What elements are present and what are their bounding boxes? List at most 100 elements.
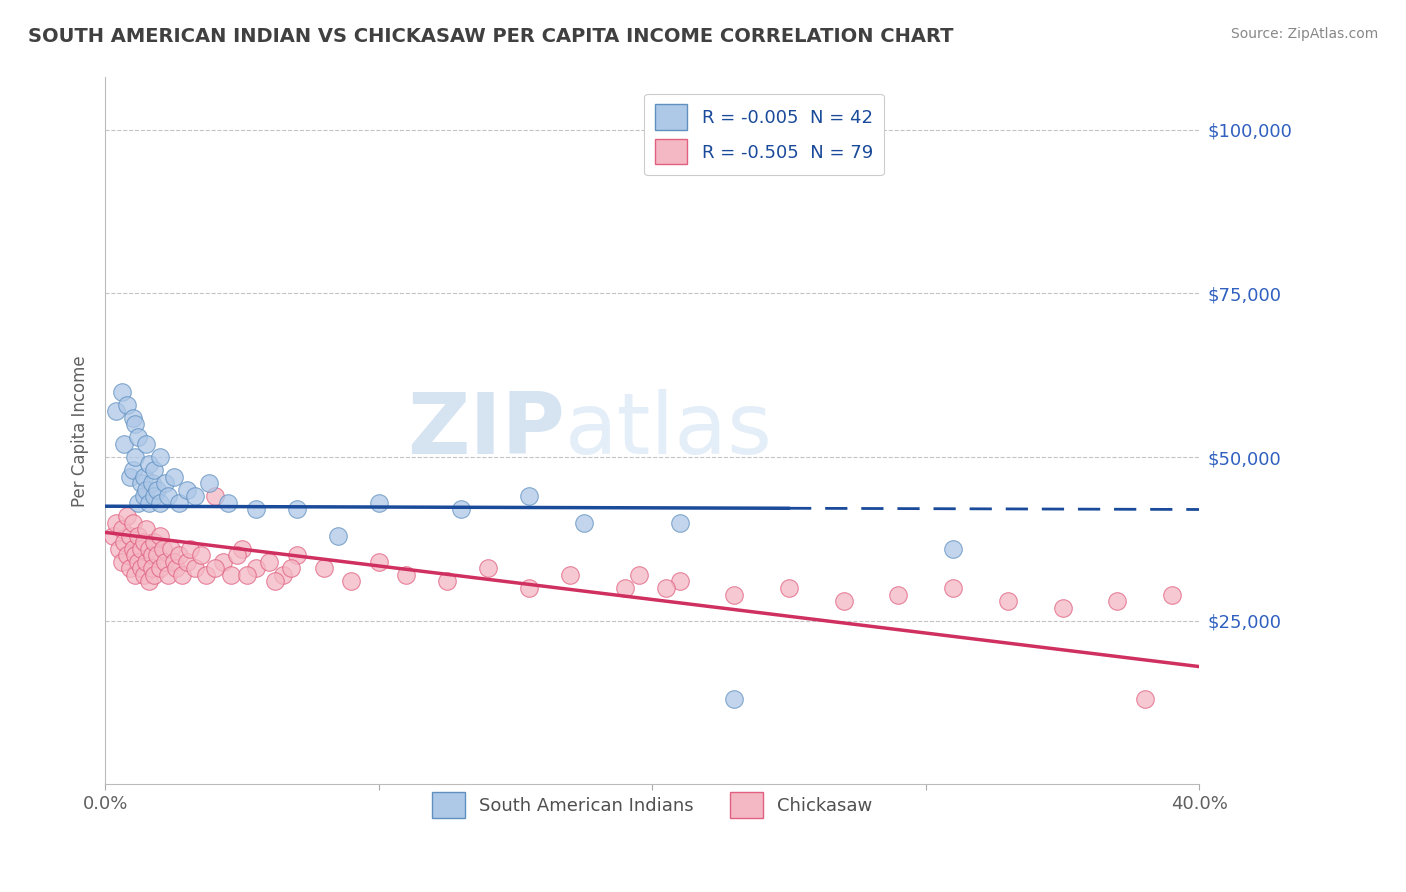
Point [367, 555, 389, 569]
Point [668, 574, 690, 589]
Point [236, 568, 259, 582]
Point [146, 549, 169, 563]
Point [132, 535, 155, 549]
Point [198, 476, 221, 491]
Point [231, 541, 253, 556]
Point [124, 549, 146, 563]
Point [103, 529, 125, 543]
Point [149, 450, 172, 464]
Point [436, 574, 458, 589]
Point [942, 581, 965, 595]
Point [105, 516, 128, 530]
Point [143, 489, 166, 503]
Point [124, 568, 146, 582]
Point [108, 541, 131, 556]
Point [129, 541, 152, 556]
Point [115, 509, 138, 524]
Point [127, 496, 149, 510]
Point [149, 496, 172, 510]
Point [155, 476, 177, 491]
Point [132, 489, 155, 503]
Point [141, 476, 163, 491]
Point [179, 541, 201, 556]
Point [129, 561, 152, 575]
Point [627, 568, 650, 582]
Point [942, 541, 965, 556]
Text: ZIP: ZIP [406, 390, 565, 473]
Point [141, 549, 163, 563]
Point [127, 555, 149, 569]
Point [118, 529, 141, 543]
Point [121, 463, 143, 477]
Point [887, 588, 910, 602]
Point [997, 594, 1019, 608]
Point [162, 555, 184, 569]
Point [141, 561, 163, 575]
Point [723, 692, 745, 706]
Point [138, 457, 160, 471]
Point [165, 561, 187, 575]
Point [477, 561, 499, 575]
Point [112, 437, 135, 451]
Point [517, 489, 540, 503]
Point [162, 469, 184, 483]
Point [152, 541, 174, 556]
Point [111, 522, 134, 536]
Point [655, 581, 678, 595]
Point [184, 561, 207, 575]
Point [138, 496, 160, 510]
Y-axis label: Per Capita Income: Per Capita Income [72, 355, 89, 507]
Point [132, 469, 155, 483]
Text: Source: ZipAtlas.com: Source: ZipAtlas.com [1230, 27, 1378, 41]
Point [170, 568, 193, 582]
Point [1107, 594, 1129, 608]
Point [167, 496, 190, 510]
Point [450, 502, 472, 516]
Point [668, 516, 690, 530]
Point [176, 555, 198, 569]
Point [367, 496, 389, 510]
Point [111, 555, 134, 569]
Point [160, 541, 183, 556]
Point [135, 437, 157, 451]
Point [127, 430, 149, 444]
Point [132, 568, 155, 582]
Point [176, 483, 198, 497]
Point [190, 549, 212, 563]
Point [146, 483, 169, 497]
Point [184, 489, 207, 503]
Point [613, 581, 636, 595]
Point [271, 568, 294, 582]
Point [121, 541, 143, 556]
Point [217, 496, 239, 510]
Point [155, 555, 177, 569]
Point [395, 568, 418, 582]
Point [157, 489, 180, 503]
Point [124, 417, 146, 432]
Point [138, 541, 160, 556]
Point [143, 568, 166, 582]
Point [149, 561, 172, 575]
Point [121, 516, 143, 530]
Point [167, 549, 190, 563]
Point [280, 561, 302, 575]
Point [340, 574, 363, 589]
Point [219, 568, 242, 582]
Point [832, 594, 855, 608]
Point [259, 555, 281, 569]
Point [135, 555, 157, 569]
Point [312, 561, 335, 575]
Point [129, 476, 152, 491]
Point [245, 561, 267, 575]
Point [115, 549, 138, 563]
Point [263, 574, 285, 589]
Point [111, 384, 134, 399]
Point [517, 581, 540, 595]
Point [211, 555, 233, 569]
Point [204, 561, 226, 575]
Point [285, 502, 308, 516]
Point [143, 463, 166, 477]
Point [157, 568, 180, 582]
Point [124, 450, 146, 464]
Point [723, 588, 745, 602]
